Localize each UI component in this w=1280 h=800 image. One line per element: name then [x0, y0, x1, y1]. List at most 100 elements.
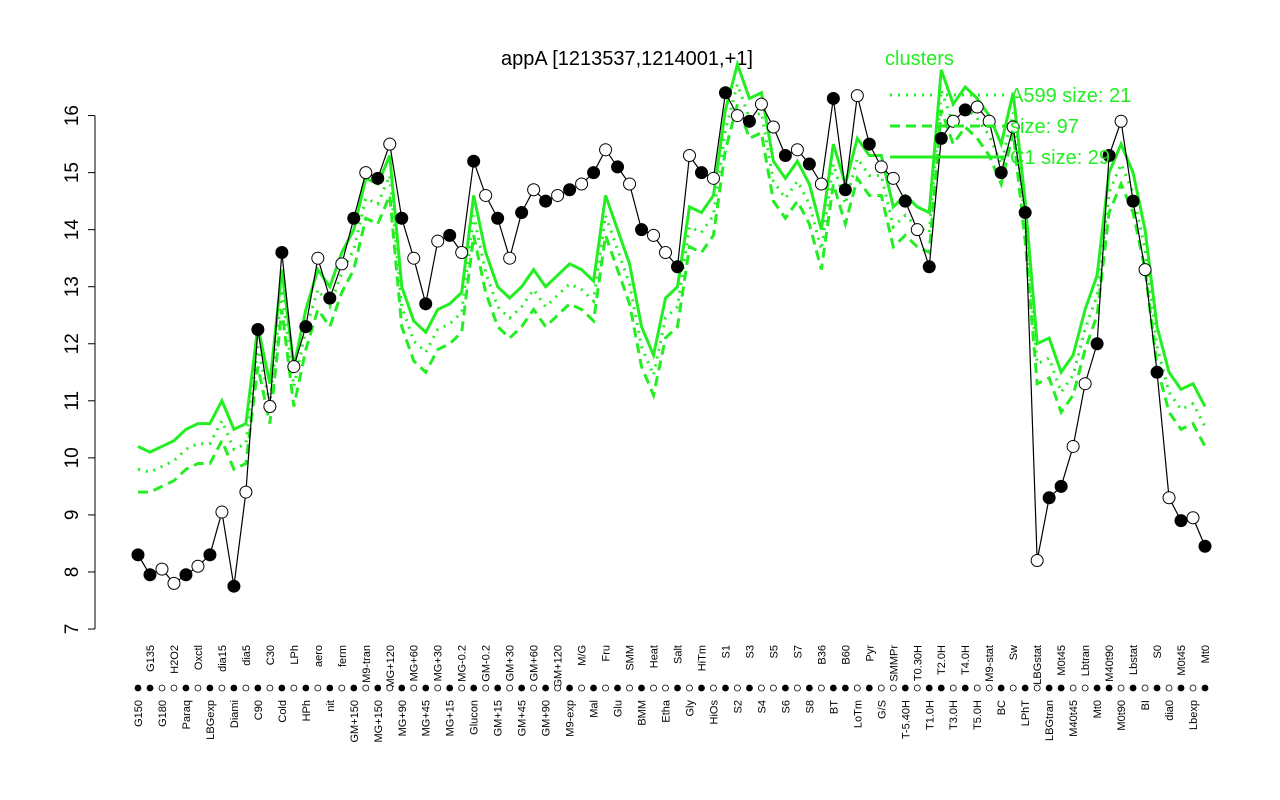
- x-tick-label: MG+150: [373, 700, 385, 743]
- x-tick-label: GM+30: [505, 645, 517, 681]
- x-tick-label: Fru: [601, 645, 613, 662]
- data-point: [263, 400, 277, 414]
- data-point: [215, 505, 229, 519]
- series-line: [137, 79, 1207, 474]
- data-point: [311, 251, 325, 265]
- data-point: [1102, 149, 1116, 163]
- x-tick-label: S2: [732, 700, 744, 713]
- x-tick-label: MG+90: [397, 700, 409, 736]
- data-point: [551, 188, 565, 202]
- data-point: [1066, 439, 1080, 453]
- x-tick-label: Sw: [1008, 645, 1020, 660]
- data-point: [1018, 206, 1032, 220]
- data-point: [958, 103, 972, 117]
- data-point: [347, 211, 361, 225]
- category-dot: [698, 684, 705, 692]
- category-dot: [913, 684, 921, 692]
- y-tick-label: 7: [62, 624, 83, 635]
- data-point: [431, 234, 445, 248]
- category-dot: [1105, 684, 1113, 692]
- x-tick-label: Etha: [661, 699, 673, 723]
- x-tick-label: B36: [816, 645, 828, 665]
- category-dot: [1057, 684, 1065, 692]
- data-point: [778, 149, 792, 163]
- data-point: [383, 137, 397, 151]
- data-point: [874, 160, 888, 174]
- x-tick-label: C30: [265, 645, 277, 665]
- data-point: [1114, 114, 1128, 128]
- category-dot: [1201, 684, 1209, 692]
- data-point: [515, 206, 529, 220]
- data-point: [191, 559, 205, 573]
- x-tick-label: LPh: [289, 645, 301, 665]
- data-point: [155, 562, 169, 576]
- category-dot: [841, 684, 849, 692]
- category-dot: [134, 684, 142, 692]
- category-dot: [889, 684, 897, 692]
- data-point: [503, 251, 517, 265]
- x-tick-label: aero: [313, 645, 325, 667]
- category-dot: [578, 684, 585, 692]
- legend-label: A599 size: 21: [1010, 85, 1131, 107]
- legend-label: C1 size: 29: [1010, 147, 1110, 169]
- category-dot: [853, 684, 861, 692]
- x-tick-label: MG+45: [421, 700, 433, 736]
- category-dot: [1189, 684, 1197, 692]
- data-point: [599, 143, 613, 157]
- x-tick-label: Pyr: [864, 645, 876, 662]
- data-point: [395, 211, 409, 225]
- x-tick-label: T5.0H: [972, 700, 984, 730]
- data-point: [179, 568, 193, 582]
- x-tick-label: T0.30H: [912, 645, 924, 681]
- x-tick-label: SMM: [625, 645, 637, 671]
- data-point: [910, 223, 924, 237]
- data-point: [251, 323, 265, 336]
- category-dot: [1153, 684, 1161, 692]
- data-point: [850, 89, 864, 103]
- x-tick-label: S4: [756, 700, 768, 713]
- data-point: [1006, 120, 1020, 134]
- category-dot: [758, 684, 765, 692]
- category-dot: [170, 684, 178, 692]
- x-tick-label: GM+15: [493, 700, 505, 736]
- data-point: [1078, 377, 1092, 391]
- category-dot: [410, 684, 418, 692]
- category-dot: [734, 684, 741, 692]
- data-point: [1186, 511, 1200, 525]
- y-tick-label: 8: [62, 567, 83, 578]
- data-point: [730, 109, 744, 123]
- data-point: [1150, 365, 1164, 379]
- data-point: [766, 120, 780, 134]
- x-tick-label: GM+60: [529, 645, 541, 681]
- data-point: [718, 86, 732, 100]
- category-dot: [434, 684, 442, 692]
- x-tick-label: S6: [780, 700, 792, 713]
- data-point: [1090, 337, 1104, 351]
- category-dot: [1021, 684, 1029, 692]
- x-tick-label: SMMPr: [888, 645, 900, 682]
- x-tick-label: Glu: [613, 700, 625, 717]
- data-point: [623, 177, 637, 191]
- category-dot: [542, 684, 550, 692]
- x-tick-label: T1.0H: [924, 700, 936, 730]
- y-tick-label: 15: [62, 162, 83, 183]
- category-dot: [278, 684, 286, 692]
- x-tick-label: G150: [133, 700, 145, 727]
- x-tick-label: M9-tran: [361, 645, 373, 683]
- category-dot: [554, 684, 562, 692]
- x-tick-label: Oxctl: [193, 645, 205, 670]
- x-tick-label: T-5.40H: [900, 700, 912, 739]
- data-point: [299, 320, 313, 334]
- category-dot: [997, 684, 1005, 692]
- x-tick-label: Glucon: [469, 700, 481, 735]
- y-tick-label: 9: [62, 510, 83, 521]
- x-tick-label: MG-0.2: [457, 645, 469, 682]
- category-dot: [1141, 684, 1149, 692]
- category-dot: [266, 684, 274, 692]
- category-dot: [530, 684, 538, 692]
- legend-title: clusters: [885, 48, 954, 70]
- category-dot: [1045, 684, 1053, 692]
- category-dot: [230, 684, 238, 692]
- data-point: [479, 188, 493, 202]
- data-point: [1126, 194, 1140, 208]
